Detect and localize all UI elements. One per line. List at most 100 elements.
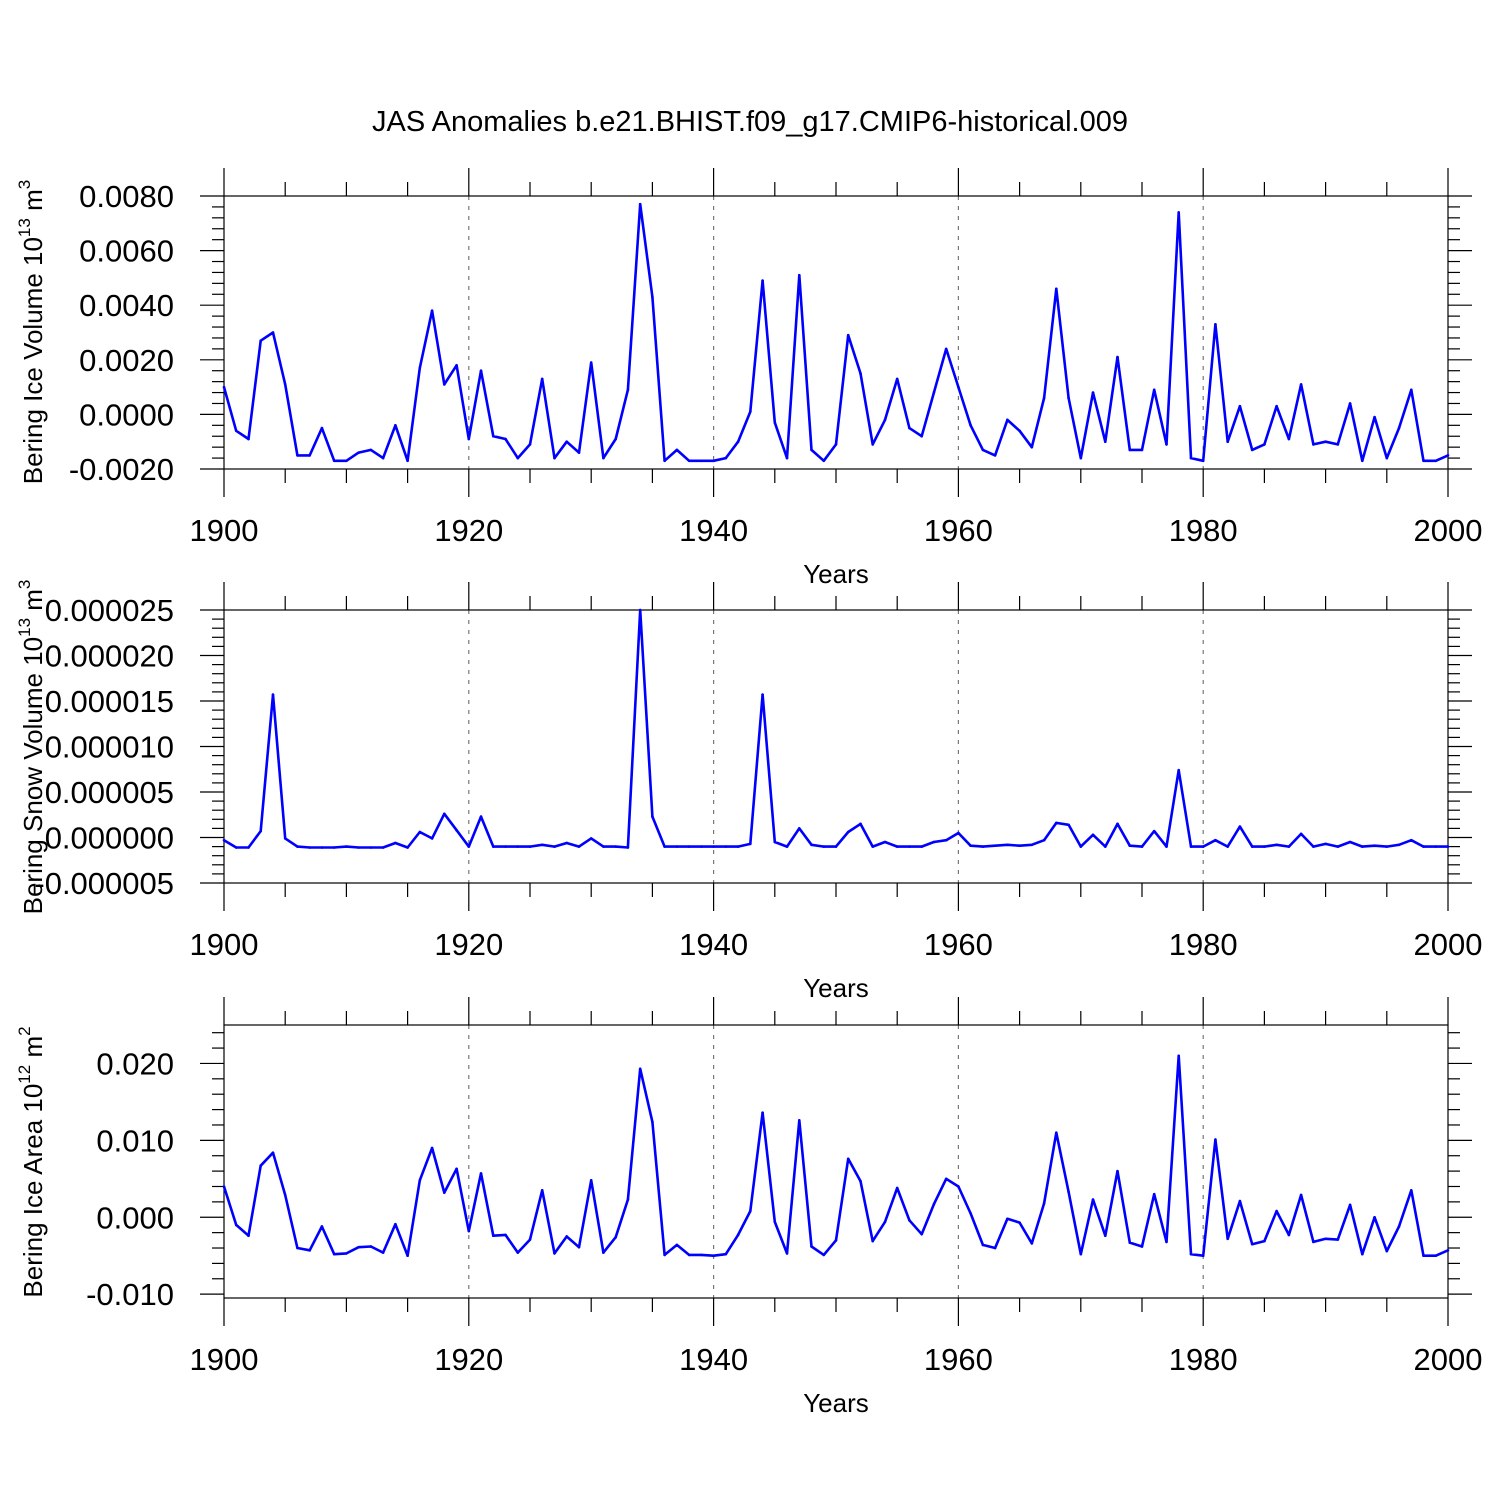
data-point [1263, 443, 1266, 446]
data-point [602, 1251, 605, 1254]
data-point [528, 845, 532, 848]
data-point [944, 1177, 948, 1181]
data-point [712, 1254, 715, 1258]
data-point [406, 846, 409, 849]
y-axis-label: Bering Ice Volume 1013 m3 [15, 180, 48, 484]
data-point [797, 1119, 801, 1122]
y-axis-label-part: 3 [15, 580, 34, 589]
data-point [1373, 844, 1376, 847]
data-point [1018, 844, 1021, 847]
data-point [1409, 838, 1413, 842]
data-point [785, 845, 789, 848]
y-tick-label: 0.000025 [45, 593, 174, 628]
data-point [724, 1252, 728, 1256]
data-point [1287, 437, 1291, 441]
data-point [1091, 391, 1095, 394]
data-point [247, 846, 250, 849]
data-point [222, 385, 226, 389]
data-point [859, 1179, 862, 1183]
y-tick-label: -0.0020 [69, 452, 174, 487]
data-point [981, 845, 985, 848]
data-point [455, 1167, 458, 1171]
data-point [761, 1111, 764, 1114]
data-point [418, 830, 422, 834]
data-point [491, 1234, 495, 1238]
data-point [577, 1245, 581, 1249]
data-point [565, 1235, 569, 1238]
data-point [638, 1067, 642, 1071]
data-point [479, 1172, 483, 1175]
data-point [920, 845, 923, 848]
data-point [394, 841, 397, 845]
data-point [504, 845, 507, 848]
data-point [638, 202, 642, 206]
data-point [332, 459, 336, 463]
data-point [381, 846, 385, 849]
data-point [259, 1164, 263, 1168]
data-point [895, 377, 899, 381]
data-point [589, 361, 593, 364]
data-point [234, 429, 238, 433]
x-tick-label: 1920 [434, 1342, 503, 1377]
data-point [846, 830, 850, 834]
data-point [1312, 1240, 1315, 1244]
data-point [957, 385, 960, 389]
data-point [1165, 845, 1168, 848]
data-point [871, 1239, 875, 1243]
data-point [222, 1185, 226, 1188]
data-point [1299, 1193, 1303, 1197]
series-line-1 [222, 202, 1449, 463]
plot-frame [223, 195, 1449, 470]
data-point [773, 1220, 777, 1224]
data-point [1067, 823, 1070, 827]
data-point [1434, 1254, 1438, 1258]
y-tick-label: -0.000005 [34, 866, 174, 901]
data-point [455, 828, 458, 832]
data-point [296, 845, 299, 848]
data-point [1177, 211, 1181, 214]
data-point [871, 845, 875, 848]
data-point [773, 840, 777, 844]
y-axis-label-part: 12 [15, 1065, 34, 1084]
data-point [602, 845, 605, 848]
data-point [1079, 845, 1083, 848]
data-point [822, 459, 826, 463]
data-point [663, 459, 666, 463]
data-point [675, 448, 679, 452]
data-point [736, 1233, 740, 1237]
data-point [1250, 1242, 1254, 1246]
data-point [1165, 1240, 1168, 1244]
data-point [749, 842, 752, 846]
data-point [651, 815, 654, 818]
data-point [1324, 842, 1327, 846]
data-point [651, 295, 654, 299]
data-point [1103, 845, 1107, 848]
x-tick-label: 1920 [434, 513, 503, 548]
data-point [320, 1225, 324, 1228]
data-point [1373, 1215, 1376, 1219]
data-point [712, 459, 715, 463]
data-point [283, 837, 287, 840]
data-point [700, 845, 703, 848]
data-point [1006, 1217, 1009, 1221]
data-point [369, 846, 373, 849]
data-point [957, 1185, 960, 1188]
data-point [797, 827, 801, 830]
data-point [1116, 1169, 1119, 1173]
data-point [969, 844, 972, 847]
data-point [969, 424, 972, 427]
data-point [614, 437, 617, 441]
data-point [1103, 440, 1107, 444]
data-point [443, 812, 446, 816]
data-point [271, 693, 275, 696]
data-point [1287, 1233, 1291, 1237]
data-point [1079, 456, 1083, 460]
data-point [1103, 1234, 1107, 1238]
y-tick-label: 0.000 [96, 1200, 174, 1235]
data-point [1091, 833, 1095, 837]
data-point [381, 1251, 385, 1254]
data-point [1434, 459, 1438, 463]
plot-frame [223, 1024, 1449, 1299]
data-point [1177, 768, 1181, 772]
data-point [1299, 383, 1303, 386]
